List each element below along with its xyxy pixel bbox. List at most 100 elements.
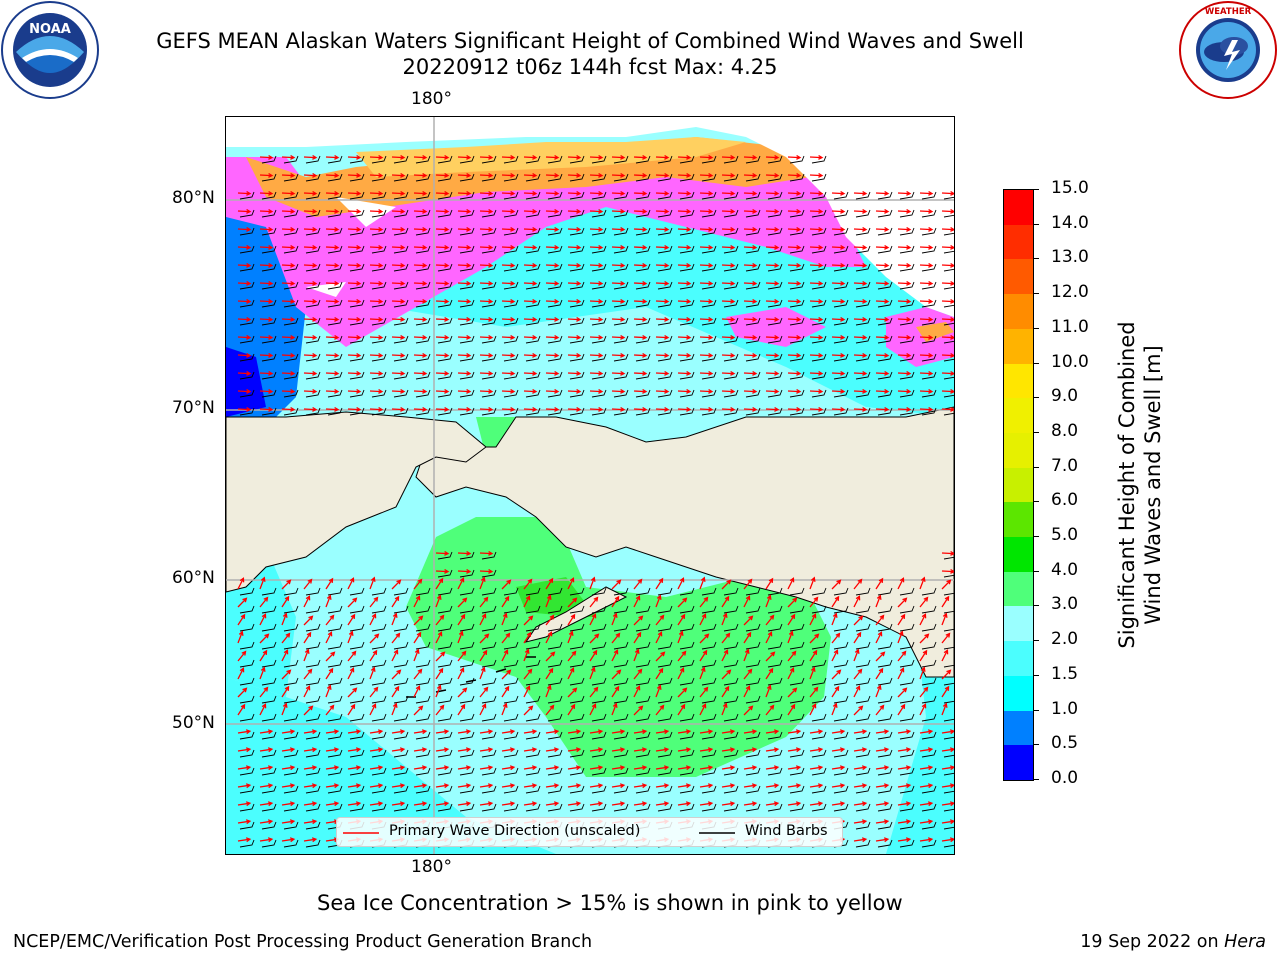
wave-arrow-head (400, 280, 406, 286)
wave-arrow (897, 228, 911, 231)
wave-arrow (479, 748, 492, 752)
wave-arrow-head (554, 406, 560, 412)
wave-arrow (743, 210, 757, 213)
wind-barb (547, 281, 563, 290)
wave-arrow (875, 192, 889, 195)
wind-barb (723, 677, 739, 686)
wave-arrow-head (950, 370, 954, 376)
wave-arrow (237, 597, 247, 608)
wind-barb (239, 641, 255, 650)
wave-arrow (457, 354, 471, 357)
wave-arrow (699, 210, 713, 213)
wind-barb (591, 695, 607, 704)
wave-arrow (325, 390, 339, 393)
wind-barb (503, 677, 519, 686)
wind-barb (393, 713, 409, 722)
wind-barb (327, 371, 343, 380)
wind-barb (239, 371, 255, 380)
wind-barb (283, 803, 299, 812)
wave-arrow-head (950, 352, 954, 358)
wave-arrow (347, 174, 361, 177)
wave-arrow-head (686, 406, 692, 412)
wave-arrow (259, 730, 272, 734)
wave-arrow-head (616, 579, 622, 585)
wave-arrow (589, 228, 603, 231)
wave-arrow (413, 748, 426, 752)
wave-arrow (853, 336, 867, 339)
wind-barb (305, 587, 321, 596)
wave-arrow-head (532, 262, 538, 268)
wind-barb (569, 641, 585, 650)
wave-arrow-head (878, 577, 884, 583)
wind-barb (481, 587, 497, 596)
wave-arrow (897, 631, 903, 644)
wave-arrow (501, 174, 515, 177)
wave-arrow-head (438, 577, 444, 583)
wave-arrow-head (267, 729, 274, 735)
wave-arrow-head (399, 783, 406, 789)
wave-arrow (435, 300, 449, 303)
wind-barb (349, 731, 365, 740)
wave-arrow (325, 246, 339, 249)
wave-arrow (413, 730, 426, 734)
wave-arrow (809, 687, 819, 698)
wave-arrow-head (378, 190, 384, 196)
wave-arrow (765, 336, 779, 339)
wind-barb (239, 389, 255, 398)
wave-arrow (303, 300, 317, 303)
wind-barb (239, 623, 255, 632)
wind-barb (899, 605, 915, 614)
wave-arrow (413, 228, 427, 231)
wind-barb (305, 695, 321, 704)
wave-arrow-head (686, 316, 692, 322)
wave-arrow-head (862, 226, 868, 232)
wave-arrow (897, 838, 910, 842)
wind-barb (349, 659, 365, 668)
wave-arrow (479, 372, 493, 375)
wave-arrow-head (444, 298, 450, 304)
wave-arrow-head (664, 172, 670, 178)
wave-arrow (765, 766, 778, 770)
wave-arrow (853, 210, 867, 213)
wave-arrow (281, 802, 294, 806)
wind-barb (503, 749, 519, 758)
wave-arrow-head (685, 783, 692, 789)
wind-barb (899, 371, 915, 380)
wave-arrow (875, 748, 888, 752)
wave-arrow (875, 632, 882, 644)
colorbar-label-line1: Significant Height of Combined (1115, 321, 1139, 649)
wind-barb (437, 713, 453, 722)
wind-barb (899, 587, 915, 596)
wind-barb (745, 767, 761, 776)
wind-barb (437, 605, 453, 614)
wave-arrow (237, 614, 246, 626)
wind-barb (459, 299, 475, 308)
wind-barb (239, 587, 255, 596)
wind-barb (569, 407, 585, 416)
wind-barb (943, 808, 954, 812)
wave-arrow (325, 264, 339, 267)
wind-barb (635, 173, 651, 182)
colorbar-tick-label: 15.0 (1051, 178, 1089, 198)
wind-barb (349, 281, 365, 290)
wave-arrow-head (619, 747, 626, 753)
wave-arrow (567, 336, 581, 339)
wave-arrow (435, 632, 442, 644)
colorbar-tick-label: 12.0 (1051, 282, 1089, 303)
wave-arrow-head (268, 406, 274, 412)
footer-date-text: 19 Sep 2022 on (1080, 932, 1225, 952)
wind-barb (745, 353, 761, 362)
wave-arrow (721, 174, 735, 177)
wave-arrow (479, 650, 488, 662)
wave-arrow (259, 633, 269, 644)
wave-arrow (303, 705, 313, 716)
wind-barb (811, 263, 827, 272)
wave-arrow (501, 748, 514, 752)
wave-arrow-head (444, 406, 450, 412)
wave-arrow (303, 408, 317, 411)
wave-arrow-head (378, 298, 384, 304)
wind-barb (437, 263, 453, 272)
wave-arrow-head (554, 190, 560, 196)
wind-barb (261, 839, 277, 848)
wave-arrow-head (862, 352, 868, 358)
